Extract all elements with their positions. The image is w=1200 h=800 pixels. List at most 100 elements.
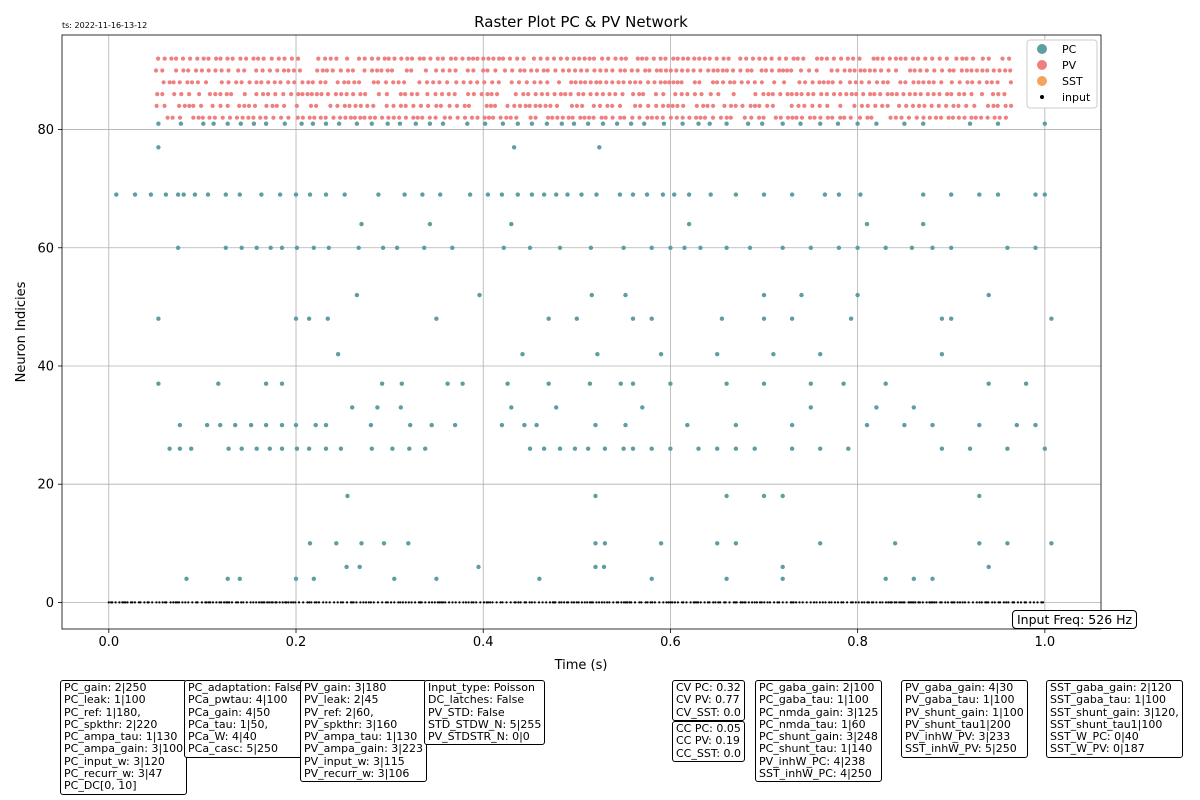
input-spike [364, 601, 368, 604]
pv-spike [492, 103, 498, 108]
input-spike [367, 601, 370, 604]
pv-spike [674, 115, 679, 120]
pc-spike [808, 381, 813, 386]
input-spike [912, 601, 915, 604]
pv-spike [746, 80, 751, 85]
pc-spike [163, 192, 169, 197]
pv-spike [810, 103, 815, 108]
pv-spike [362, 68, 367, 73]
pv-spike [279, 115, 284, 120]
pv-spike [509, 80, 514, 85]
pc-spike [505, 381, 510, 386]
pc-spike [434, 316, 439, 321]
input-spike [836, 601, 840, 604]
y-tick-label: 40 [37, 359, 54, 374]
pc-spike [156, 316, 161, 321]
input-spike [414, 601, 417, 604]
pv-spike [376, 92, 381, 97]
pv-spike [997, 115, 1002, 120]
pv-spike [445, 80, 450, 85]
pv-spike [197, 92, 202, 97]
pc-spike [546, 316, 551, 321]
y-tick-label: 0 [46, 596, 54, 611]
pv-spike [606, 56, 611, 61]
pv-spike [716, 92, 721, 97]
pv-spike [281, 92, 286, 97]
pv-spike [620, 92, 625, 97]
pv-spike [461, 80, 466, 85]
pv-spike [282, 56, 287, 61]
pc-spike [482, 121, 488, 126]
pv-spike [187, 103, 192, 108]
pc-spike [668, 245, 673, 250]
pc-spike [205, 192, 211, 197]
pv-spike [538, 56, 543, 61]
pc-spike [323, 121, 329, 126]
input-spike [436, 601, 439, 604]
pv-spike [531, 56, 537, 61]
pv-spike [647, 68, 652, 73]
pv-spike [352, 80, 357, 85]
legend-label-input: input [1062, 91, 1091, 104]
pv-spike [538, 103, 543, 108]
pv-spike [985, 103, 991, 108]
pv-spike [339, 92, 344, 97]
input-spike [875, 601, 878, 604]
input-spike [1016, 601, 1020, 604]
pv-spike [730, 68, 736, 73]
pv-spike [282, 103, 287, 108]
pv-spike [769, 68, 775, 73]
pc-spike [686, 221, 692, 227]
pv-spike [598, 68, 603, 73]
y-tick-label: 80 [37, 123, 54, 138]
pv-spike [347, 103, 352, 108]
pc-spike [380, 245, 386, 250]
pc-spike [649, 446, 654, 451]
pv-spike [694, 115, 699, 120]
pv-spike [927, 115, 932, 120]
input-spike [763, 601, 766, 604]
pv-spike [212, 115, 217, 120]
pc-spike [369, 446, 374, 451]
input-spike [842, 601, 845, 604]
pv-spike [957, 92, 962, 97]
input-spike [310, 601, 313, 604]
pv-spike [597, 103, 603, 108]
pc-spike [967, 121, 973, 126]
pv-spike [240, 115, 245, 120]
pv-spike [772, 80, 777, 85]
pv-spike [207, 115, 212, 120]
input-spike [230, 601, 234, 604]
pv-spike [213, 92, 218, 97]
pv-spike [482, 115, 487, 120]
pv-spike [783, 56, 789, 61]
pc-spike [630, 381, 636, 386]
pv-spike [495, 92, 500, 97]
pv-spike [331, 115, 336, 120]
input-spike [155, 601, 158, 604]
pv-spike [711, 68, 716, 73]
pv-spike [591, 115, 596, 120]
pv-spike [715, 68, 720, 73]
pc-spike [798, 121, 803, 126]
pv-spike [949, 92, 954, 97]
pv-spike [923, 56, 928, 61]
pv-spike [380, 115, 385, 120]
pv-spike [206, 56, 211, 61]
input-spike [766, 601, 769, 604]
pv-spike [738, 56, 743, 61]
pv-spike [622, 115, 627, 120]
pv-spike [629, 68, 634, 73]
input-spike [818, 601, 822, 604]
pc-spike [715, 446, 720, 451]
pv-spike [371, 103, 376, 108]
pv-spike [496, 80, 501, 85]
pv-spike [346, 80, 351, 85]
pv-spike [396, 80, 401, 85]
input-spike [441, 601, 445, 604]
pv-spike [757, 56, 762, 61]
pv-spike [594, 92, 599, 97]
input-spike [699, 601, 702, 604]
input-spike [1032, 601, 1035, 604]
input-spike [792, 601, 795, 604]
